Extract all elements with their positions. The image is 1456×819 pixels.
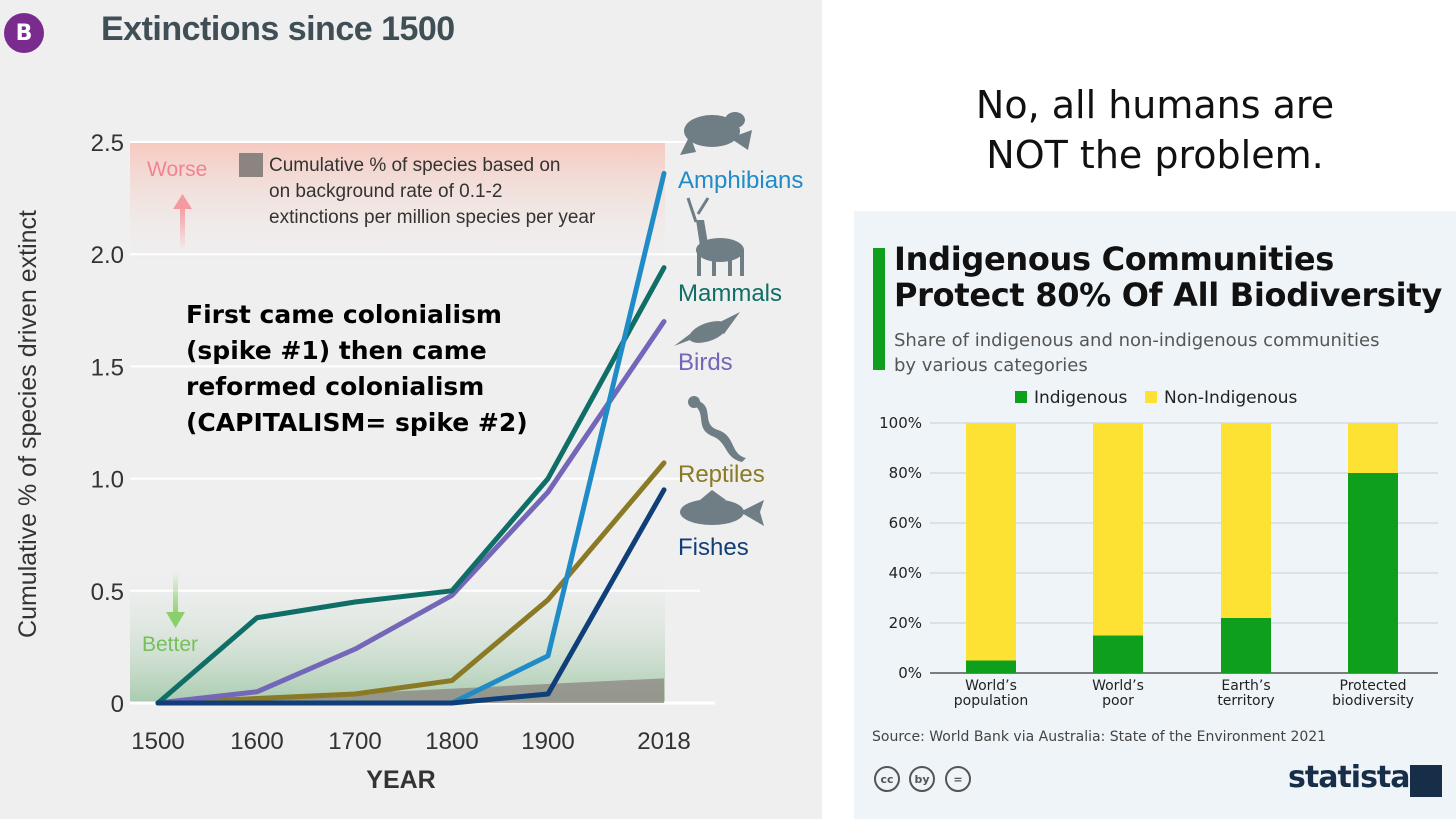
x-tick-label: 2018 (637, 728, 690, 755)
better-arrow-shaft (173, 572, 178, 617)
series-label-fishes: Fishes (678, 534, 749, 561)
y-tick-label: 100% (879, 414, 922, 432)
statista-subtitle: Share of indigenous and non-indigenous c… (894, 328, 1379, 378)
extinctions-line-chart: 0 0.5 1.0 1.5 2.0 2.5 1500 1600 1700 1800 1900 201… (14, 112, 803, 794)
series-label-reptiles: Reptiles (678, 461, 765, 488)
statista-logo-icon (1410, 765, 1442, 797)
y-tick-label: 0% (898, 664, 922, 682)
y-axis-ticks: 0 0.5 1.0 1.5 2.0 2.5 (91, 130, 124, 718)
background-rate-label-line-1: Cumulative % of species based on (269, 155, 561, 176)
y-tick-label: 2.5 (91, 130, 124, 157)
series-lines (155, 170, 667, 706)
bar-non-indigenous (1221, 423, 1271, 618)
statista-chart-panel: Indigenous Communities Protect 80% Of Al… (854, 211, 1456, 819)
frog-icon (680, 112, 752, 155)
no-derivatives-icon[interactable]: = (945, 766, 971, 792)
statista-logo[interactable]: statista (1288, 760, 1411, 795)
worse-arrow-shaft (180, 205, 185, 250)
y-tick-label: 1.0 (91, 467, 124, 494)
section-badge: B (4, 13, 44, 53)
x-tick-label: 1900 (521, 728, 574, 755)
better-arrow-icon (166, 612, 185, 628)
y-axis-title: Cumulative % of species driven extinct (14, 210, 42, 638)
better-zone (130, 560, 665, 702)
lizard-icon (688, 396, 746, 462)
category-label: population (954, 693, 1029, 709)
x-tick-label: 1500 (131, 728, 184, 755)
extinctions-chart-panel: 0 0.5 1.0 1.5 2.0 2.5 1500 1600 1700 1800 1900 201… (0, 0, 822, 819)
y-tick-label: 0.5 (91, 579, 124, 606)
bar-non-indigenous (1348, 423, 1398, 473)
legend-label: Non-Indigenous (1164, 388, 1298, 408)
category-label: biodiversity (1332, 693, 1414, 709)
worse-arrow-icon (173, 194, 192, 209)
annotation-line: reformed colonialism (186, 372, 485, 401)
stacked-bar-chart: Indigenous Non-Indigenous 0% 20% 40% 60% 80% 1… (879, 388, 1438, 709)
series-line-mammals (155, 265, 667, 706)
y-tick-label: 2.0 (91, 242, 124, 269)
x-tick-label: 1800 (425, 728, 478, 755)
category-label: World’s (965, 678, 1017, 694)
y-tick-label: 1.5 (91, 354, 124, 381)
background-rate-label-line-3: extinctions per million species per year (269, 207, 596, 228)
subtitle-line: Share of indigenous and non-indigenous c… (894, 330, 1380, 351)
subtitle-line: by various categories (894, 355, 1088, 376)
legend: Indigenous Non-Indigenous (1015, 388, 1298, 408)
deer-icon (686, 197, 744, 276)
legend-label: Indigenous (1034, 388, 1128, 408)
y-tick-label: 0 (111, 691, 124, 718)
statista-title: Indigenous Communities Protect 80% Of Al… (894, 241, 1442, 313)
better-label: Better (142, 633, 198, 656)
headline-line: NOT the problem. (986, 133, 1324, 177)
annotation-text: First came colonialism (spike #1) then c… (186, 297, 606, 441)
worse-label: Worse (147, 158, 207, 181)
background-rate-label-line-2: on background rate of 0.1-2 (269, 181, 502, 202)
fish-icon (680, 490, 764, 526)
series-label-birds: Birds (678, 349, 733, 376)
headline-line: No, all humans are (975, 83, 1335, 127)
bar-indigenous (1348, 473, 1398, 673)
background-rate-swatch (239, 153, 263, 177)
x-axis-ticks: 1500 1600 1700 1800 1900 2018 (131, 728, 690, 755)
y-tick-label: 20% (889, 614, 922, 632)
creative-commons-icon[interactable]: cc (874, 766, 900, 792)
y-tick-label: 40% (889, 564, 922, 582)
title-line: Protect 80% Of All Biodiversity (894, 276, 1442, 314)
annotation-line: First came colonialism (186, 300, 502, 329)
attribution-icon[interactable]: by (909, 766, 935, 792)
x-tick-label: 1600 (230, 728, 283, 755)
category-label: World’s (1092, 678, 1144, 694)
series-line-fishes (155, 487, 667, 706)
category-label: territory (1217, 693, 1274, 709)
category-label: poor (1102, 693, 1134, 709)
series-label-mammals: Mammals (678, 280, 782, 307)
category-labels: World’spopulationWorld’spoorEarth’sterri… (954, 678, 1414, 709)
x-tick-label: 1700 (328, 728, 381, 755)
annotation-line: (CAPITALISM= spike #2) (186, 408, 528, 437)
category-label: Protected (1340, 678, 1407, 694)
title-line: Indigenous Communities (894, 240, 1335, 278)
bar-non-indigenous (966, 423, 1016, 661)
y-tick-label: 60% (889, 514, 922, 532)
headline: No, all humans are NOT the problem. (880, 80, 1430, 180)
bar-indigenous (1221, 618, 1271, 673)
bird-icon (674, 312, 740, 346)
source-note: Source: World Bank via Australia: State … (872, 729, 1327, 745)
chart-title: Extinctions since 1500 (101, 10, 455, 48)
title-accent-bar (873, 248, 885, 370)
bar-indigenous (966, 660, 1016, 673)
bars (966, 423, 1398, 673)
bar-indigenous (1093, 635, 1143, 673)
series-labels: Amphibians Mammals Birds Reptiles Fishes (678, 167, 803, 561)
annotation-line: (spike #1) then came (186, 336, 487, 365)
series-label-amphibians: Amphibians (678, 167, 803, 194)
category-label: Earth’s (1221, 678, 1270, 694)
bar-non-indigenous (1093, 423, 1143, 636)
legend-swatch (1015, 391, 1027, 403)
y-tick-label: 80% (889, 464, 922, 482)
worse-zone (130, 142, 665, 272)
series-line-birds (155, 319, 667, 706)
x-axis-title: YEAR (366, 766, 435, 794)
legend-swatch (1145, 391, 1157, 403)
